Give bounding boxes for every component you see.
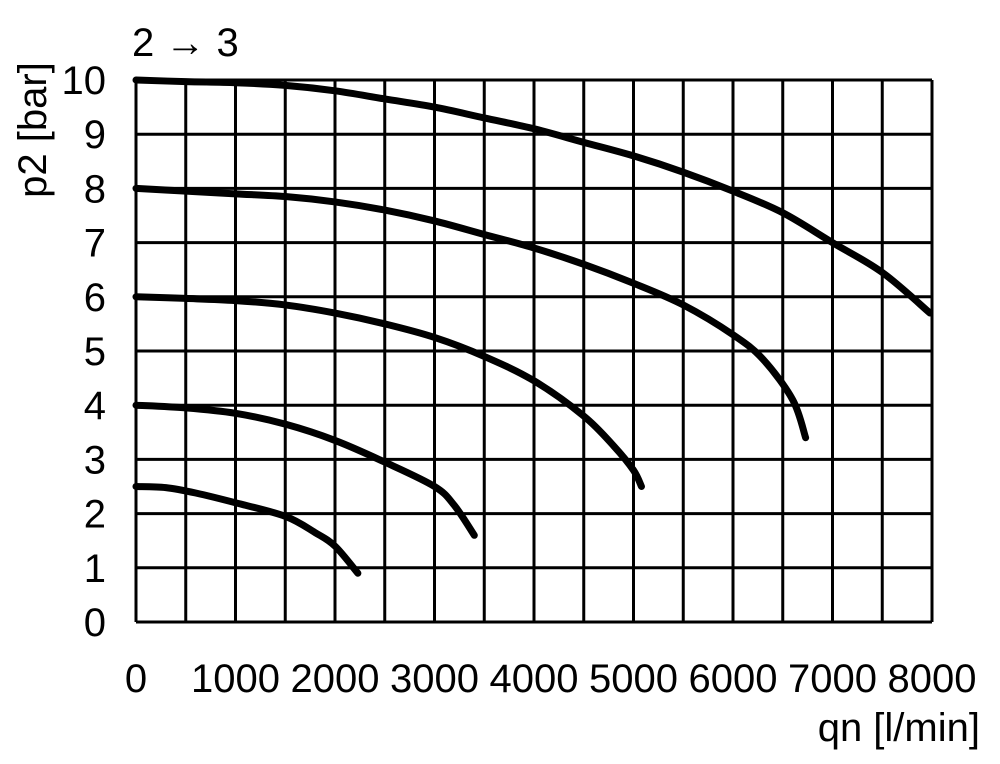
x-tick-label: 6000 <box>689 657 778 701</box>
x-axis-ticks: 0 1000 2000 3000 4000 5000 6000 7000 8000 <box>125 657 977 701</box>
y-tick-label: 3 <box>84 438 106 482</box>
x-tick-label: 4000 <box>490 657 579 701</box>
x-tick-label: 8000 <box>888 657 977 701</box>
y-tick-label: 4 <box>84 384 106 428</box>
y-tick-label: 9 <box>84 113 106 157</box>
x-axis-label: qn [l/min] <box>818 706 980 750</box>
series-line-1 <box>132 76 934 317</box>
x-tick-label: 1000 <box>191 657 280 701</box>
x-tick-label: 0 <box>125 657 147 701</box>
chart-title: 2 → 3 <box>132 21 239 65</box>
y-tick-label: 2 <box>84 493 106 537</box>
y-tick-label: 5 <box>84 330 106 374</box>
plot-area <box>132 76 934 577</box>
series-line-3 <box>132 293 645 490</box>
y-tick-label: 0 <box>84 601 106 645</box>
series-line-5 <box>132 483 362 577</box>
y-axis-ticks: 0 1 2 3 4 5 6 7 8 9 10 <box>62 59 107 645</box>
y-tick-label: 10 <box>62 59 107 103</box>
y-tick-label: 8 <box>84 167 106 211</box>
y-tick-label: 1 <box>84 547 106 591</box>
y-tick-label: 6 <box>84 276 106 320</box>
x-tick-label: 5000 <box>589 657 678 701</box>
x-tick-label: 7000 <box>788 657 877 701</box>
x-tick-label: 3000 <box>390 657 479 701</box>
x-tick-label: 2000 <box>291 657 380 701</box>
series-line-4 <box>132 401 478 539</box>
y-axis-label: p2 [bar] <box>11 62 55 198</box>
series-line-2 <box>132 184 810 442</box>
grid <box>134 78 934 624</box>
y-tick-label: 7 <box>84 222 106 266</box>
